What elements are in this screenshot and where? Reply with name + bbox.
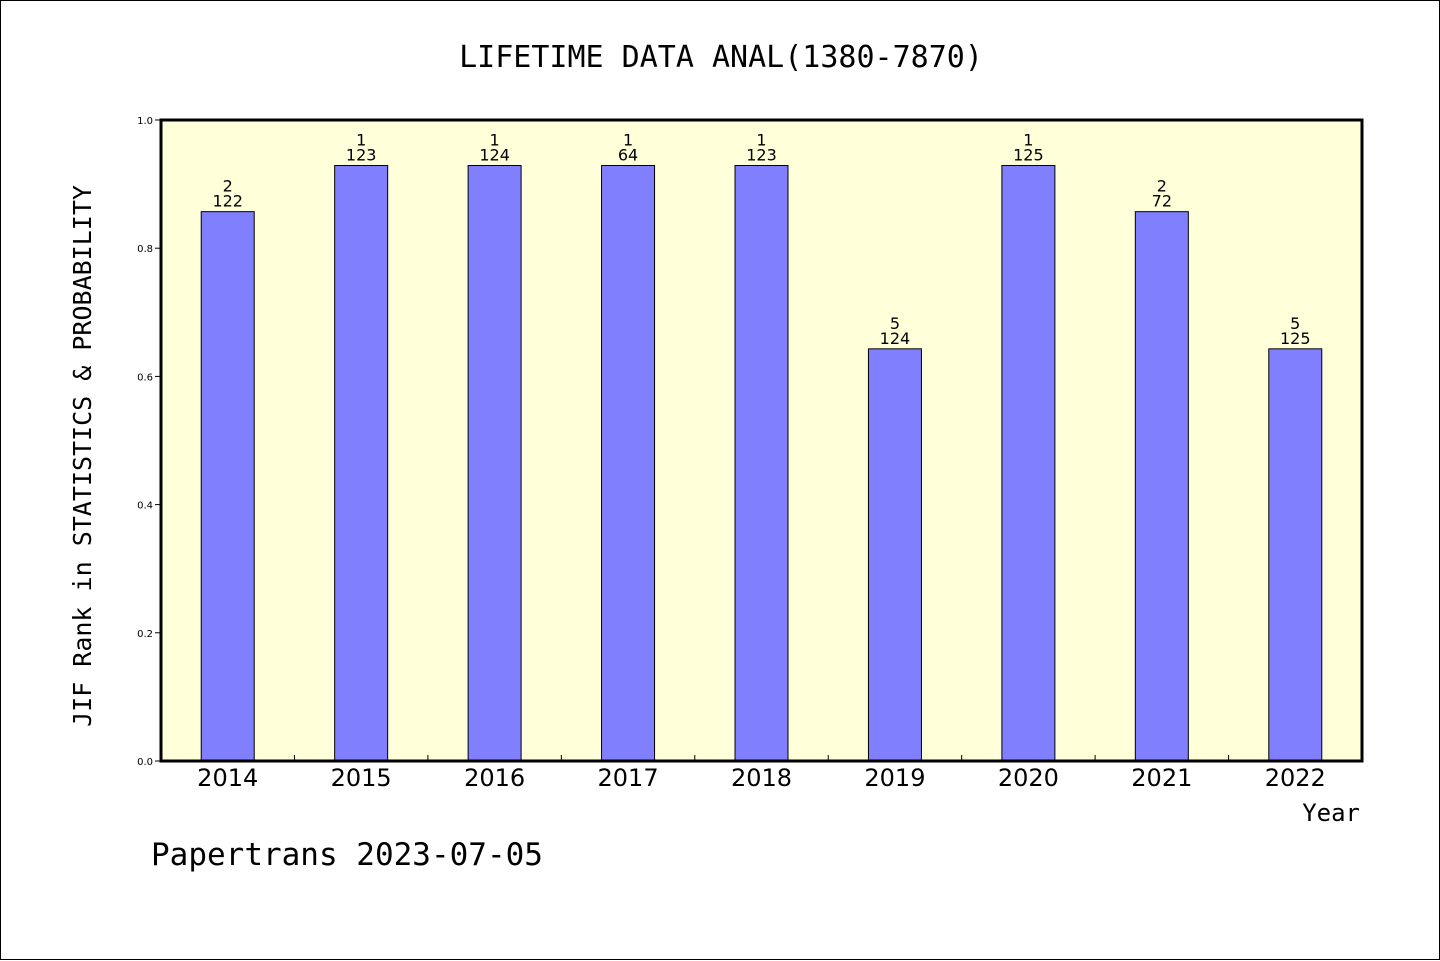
bar-rank-label: 2 xyxy=(1157,177,1167,196)
bar-2022 xyxy=(1268,348,1323,762)
y-tick-label: 0.6 xyxy=(137,372,153,383)
bar-rank-label: 1 xyxy=(356,131,366,150)
bar-total-label: 124 xyxy=(880,329,911,348)
bar-rank-label: 5 xyxy=(1290,314,1300,333)
x-axis: 2014 2015 2016 2017 2018 2019 2020 2021 2022 xyxy=(197,755,1326,792)
footer-text: Papertrans 2023-07-05 xyxy=(151,837,543,873)
bar-total-label: 125 xyxy=(1013,146,1044,165)
bar-rank-label: 1 xyxy=(756,131,766,150)
x-tick-label: 2019 xyxy=(864,764,925,792)
x-tick-label: 2022 xyxy=(1265,764,1326,792)
bar-total-label: 124 xyxy=(479,146,510,165)
y-axis: 0.0 0.2 0.4 0.6 0.8 1.0 xyxy=(137,116,161,768)
bar-rank-label: 5 xyxy=(890,314,900,333)
y-tick-label: 0.4 xyxy=(137,501,153,512)
x-tick-label: 2017 xyxy=(598,764,659,792)
x-axis-label: Year xyxy=(1302,799,1360,827)
bar-rank-label: 2 xyxy=(223,177,233,196)
bar-rank-label: 1 xyxy=(623,131,633,150)
chart-title: LIFETIME DATA ANAL(1380-7870) xyxy=(459,40,983,75)
bar-total-label: 64 xyxy=(618,146,638,165)
y-tick-label: 0.0 xyxy=(137,757,153,768)
bar-2019 xyxy=(867,348,922,762)
bar-2014 xyxy=(200,211,255,762)
x-tick-label: 2020 xyxy=(998,764,1059,792)
y-tick-label: 0.2 xyxy=(137,629,153,640)
x-tick-label: 2021 xyxy=(1131,764,1192,792)
y-tick-label: 0.8 xyxy=(137,244,153,255)
bar-total-label: 72 xyxy=(1152,192,1172,211)
y-tick-label: 1.0 xyxy=(137,116,153,127)
bars-group xyxy=(200,165,1323,762)
bar-2015 xyxy=(334,165,389,762)
x-tick-label: 2016 xyxy=(464,764,525,792)
x-tick-label: 2015 xyxy=(331,764,392,792)
y-axis-label: JIF Rank in STATISTICS & PROBABILITY xyxy=(68,185,97,727)
bar-2017 xyxy=(601,165,656,762)
bar-total-label: 122 xyxy=(212,192,243,211)
bar-2021 xyxy=(1134,211,1189,762)
bar-2016 xyxy=(467,165,522,762)
bar-rank-label: 1 xyxy=(490,131,500,150)
bar-total-label: 123 xyxy=(346,146,377,165)
plot-border xyxy=(159,118,1364,763)
bar-2020 xyxy=(1001,165,1056,762)
bar-2018 xyxy=(734,165,789,762)
x-tick-label: 2014 xyxy=(197,764,258,792)
bar-total-label: 125 xyxy=(1280,329,1311,348)
bar-rank-label: 1 xyxy=(1023,131,1033,150)
bar-total-label: 123 xyxy=(746,146,777,165)
x-tick-label: 2018 xyxy=(731,764,792,792)
